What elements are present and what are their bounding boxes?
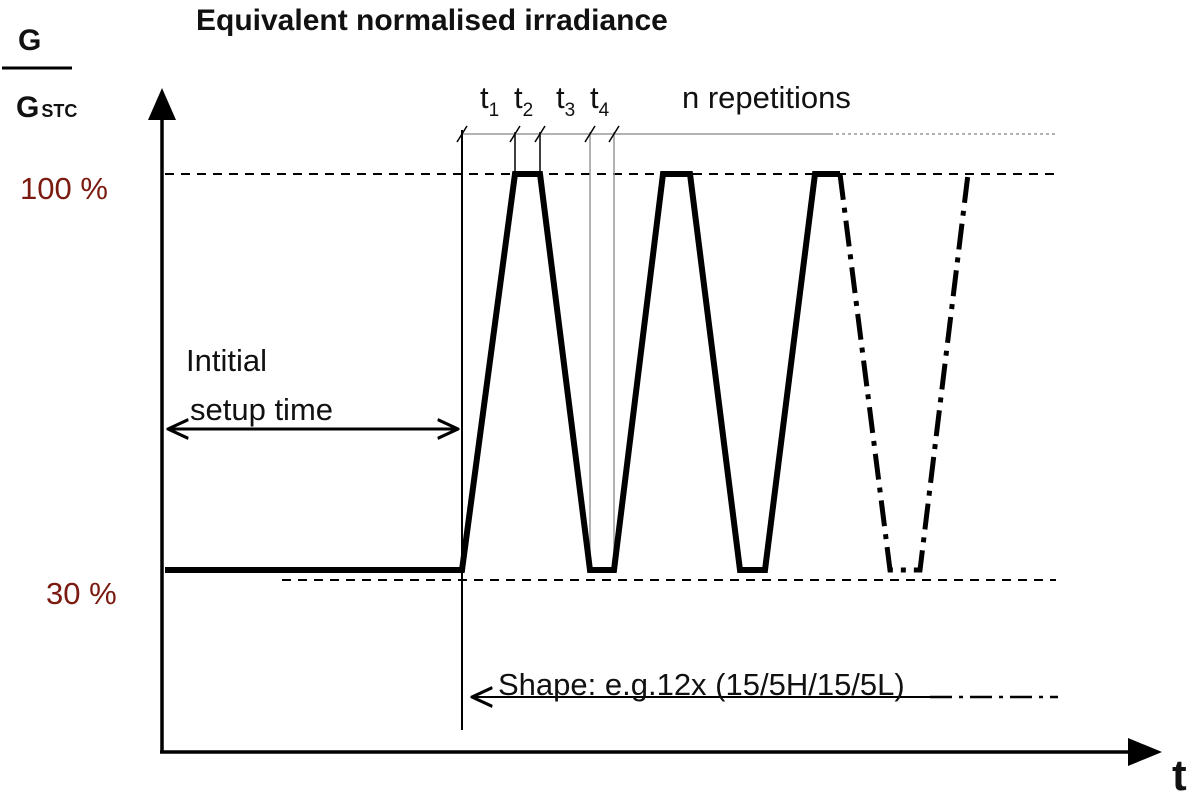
t1-label: t1 bbox=[480, 80, 499, 121]
diagram-title: Equivalent normalised irradiance bbox=[196, 4, 668, 37]
setup-time-label-line2: setup time bbox=[190, 392, 333, 427]
t3-label: t3 bbox=[556, 80, 575, 121]
y-axis-arrowhead bbox=[148, 88, 176, 120]
repetitions-label: n repetitions bbox=[682, 80, 851, 115]
y-axis-numerator: G bbox=[18, 24, 41, 57]
x-axis-label: t bbox=[1172, 751, 1187, 795]
shape-label: Shape: e.g.12x (15/5H/15/5L) bbox=[498, 667, 905, 702]
t4-label: t4 bbox=[590, 80, 610, 121]
irradiance-profile-solid bbox=[165, 171, 840, 573]
setup-time-label-line1: Intitial bbox=[186, 343, 267, 378]
y-axis-denominator: G STC bbox=[16, 91, 77, 124]
level-30-label: 30 % bbox=[46, 576, 117, 611]
x-axis-arrowhead bbox=[1128, 738, 1162, 766]
timing-ticks bbox=[456, 125, 620, 570]
t2-label: t2 bbox=[514, 80, 533, 121]
irradiance-profile-continuation bbox=[837, 173, 971, 573]
level-100-label: 100 % bbox=[20, 171, 108, 206]
